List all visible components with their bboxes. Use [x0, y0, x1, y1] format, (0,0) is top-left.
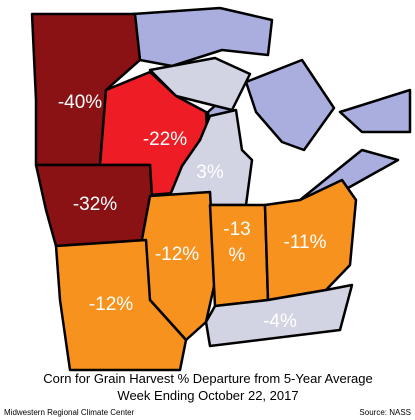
- state: [204, 283, 354, 348]
- state-label: -12%: [155, 244, 199, 265]
- state-label: -11%: [284, 232, 327, 253]
- state-label: -40%: [58, 92, 102, 113]
- state-label: -12%: [89, 294, 133, 315]
- state: [54, 238, 188, 372]
- credit: Midwestern Regional Climate Center: [4, 408, 135, 417]
- state-label: -4%: [263, 311, 297, 332]
- map-title: Corn for Grain Harvest % Departure from …: [43, 371, 372, 386]
- state-label: -13: [223, 219, 250, 240]
- state-label: 3%: [196, 162, 224, 183]
- source: Source: NASS: [359, 408, 411, 417]
- lake: [131, 6, 274, 68]
- state-label: %: [229, 245, 246, 266]
- state-label: -32%: [73, 194, 117, 215]
- map-subtitle: Week Ending October 22, 2017: [117, 388, 298, 403]
- state-label: -22%: [143, 129, 187, 150]
- lake: [244, 58, 336, 152]
- lake: [338, 88, 412, 134]
